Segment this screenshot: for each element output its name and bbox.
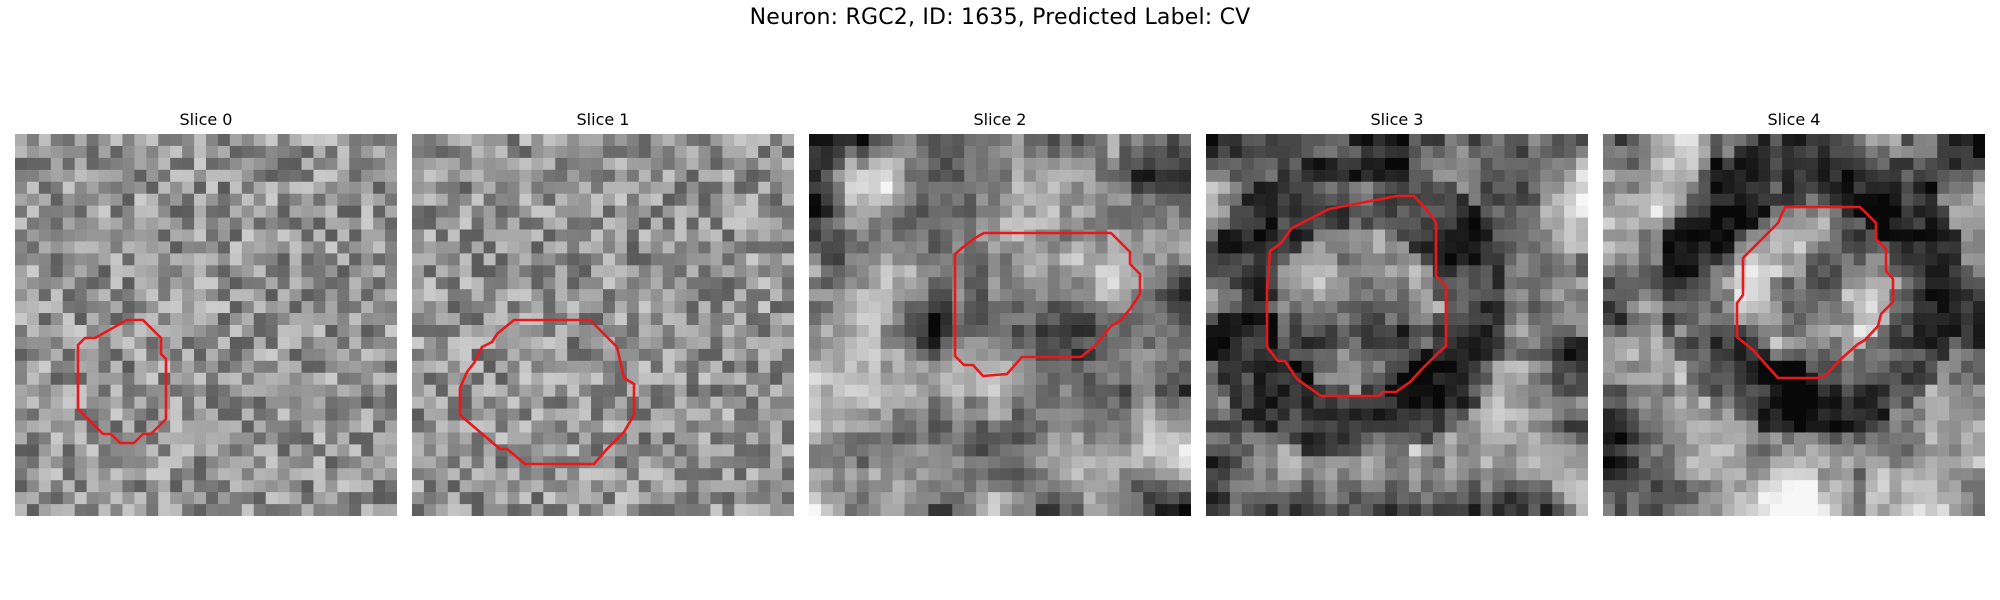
slice-image-2 [809,134,1191,516]
panel-title: Slice 0 [15,108,397,132]
panel-title: Slice 3 [1206,108,1588,132]
slice-image-3 [1206,134,1588,516]
panel-slice-0: Slice 0 [15,108,397,132]
panel-slice-4: Slice 4 [1603,108,1985,132]
slice-image-0 [15,134,397,516]
panel-slice-1: Slice 1 [412,108,794,132]
panel-title: Slice 1 [412,108,794,132]
panel-slice-3: Slice 3 [1206,108,1588,132]
panel-title: Slice 2 [809,108,1191,132]
slice-image-4 [1603,134,1985,516]
panel-title: Slice 4 [1603,108,1985,132]
figure-title: Neuron: RGC2, ID: 1635, Predicted Label:… [0,5,2000,30]
panel-slice-2: Slice 2 [809,108,1191,132]
slice-image-1 [412,134,794,516]
